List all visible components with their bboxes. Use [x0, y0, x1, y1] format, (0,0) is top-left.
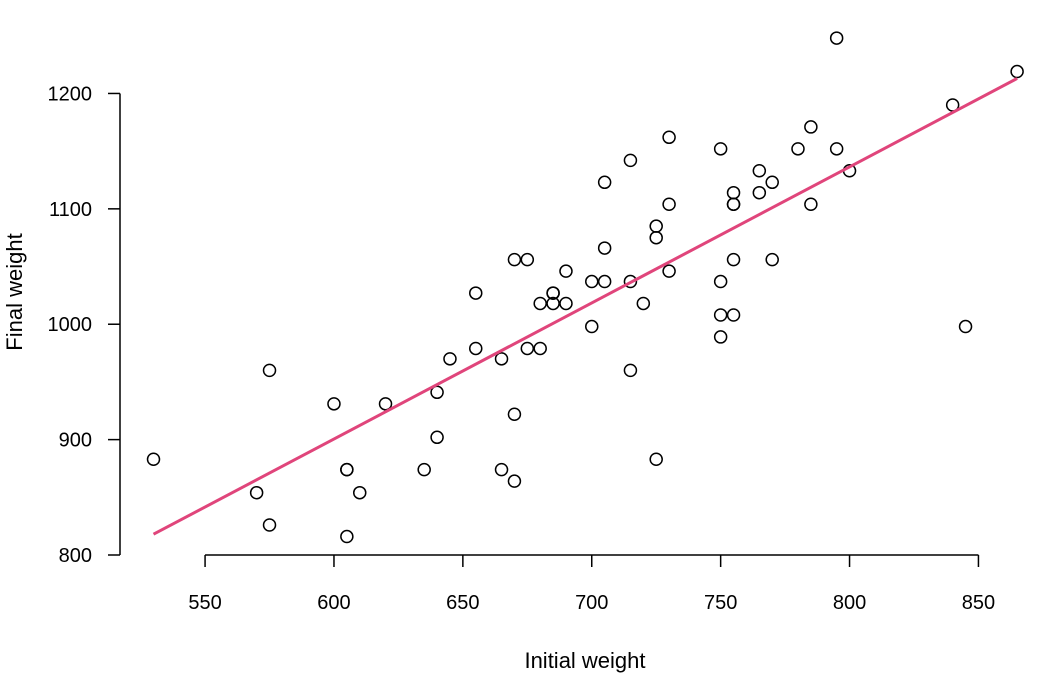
data-point: [623, 363, 638, 378]
fit-line-layer: [152, 77, 1018, 536]
data-point: [559, 264, 573, 278]
x-tick-label: 600: [317, 592, 350, 614]
data-point: [623, 274, 638, 289]
data-point: [585, 319, 599, 334]
regression-line: [152, 77, 1018, 536]
data-point: [585, 274, 599, 289]
data-point: [494, 352, 509, 366]
data-point: [559, 296, 573, 311]
data-point: [340, 529, 354, 544]
data-point: [430, 385, 444, 400]
data-point: [494, 462, 509, 477]
data-point: [623, 153, 638, 168]
data-point: [752, 164, 767, 178]
data-point: [765, 175, 779, 190]
y-tick-label: 1100: [49, 199, 92, 221]
data-point: [636, 296, 651, 311]
data-point: [417, 462, 431, 477]
data-point: [340, 462, 354, 477]
data-point: [262, 363, 277, 378]
data-point: [507, 474, 522, 488]
data-point: [662, 197, 676, 211]
data-point: [507, 252, 522, 267]
y-tick-label: 1000: [48, 314, 93, 336]
data-point: [662, 264, 676, 278]
data-point: [726, 252, 741, 267]
data-point: [146, 452, 161, 466]
data-point: [804, 120, 818, 134]
data-point: [713, 308, 728, 322]
x-tick-label: 800: [833, 592, 866, 614]
data-point: [533, 296, 547, 311]
y-tick-label: 900: [59, 430, 92, 452]
data-point: [662, 130, 676, 145]
data-point: [713, 330, 728, 344]
data-point: [249, 485, 264, 500]
y-axis-title: Final weight: [2, 233, 27, 350]
x-tick-label: 850: [962, 592, 995, 614]
x-tick-label: 550: [188, 592, 221, 614]
data-point: [520, 252, 535, 267]
data-point: [469, 341, 483, 356]
data-point: [533, 341, 547, 356]
x-axis-title: Initial weight: [524, 648, 645, 673]
data-points: [146, 31, 1024, 544]
data-point: [752, 185, 767, 200]
data-point: [597, 175, 612, 190]
data-point: [597, 274, 612, 289]
data-point: [430, 430, 444, 445]
data-point: [713, 274, 728, 289]
data-point: [443, 352, 457, 366]
y-tick-label: 800: [59, 545, 92, 567]
y-axis: 800 900 1000 1100 1200: [48, 83, 121, 567]
data-point: [378, 397, 393, 411]
x-axis: 550 600 650 700 750 800 850: [188, 554, 995, 614]
data-point: [829, 31, 844, 45]
x-tick-label: 750: [704, 592, 737, 614]
data-point: [327, 397, 341, 411]
data-point: [597, 241, 612, 255]
y-tick-label: 1200: [48, 83, 93, 105]
data-point: [520, 341, 535, 356]
data-point: [726, 308, 741, 322]
data-point: [791, 142, 805, 156]
data-point: [262, 518, 277, 532]
data-point: [546, 286, 560, 300]
data-point: [352, 485, 367, 500]
data-point: [1010, 64, 1024, 79]
data-point: [469, 286, 483, 300]
data-point: [829, 142, 844, 156]
data-point: [765, 252, 779, 267]
data-point: [958, 319, 973, 334]
data-point: [804, 197, 818, 211]
data-point: [726, 197, 741, 211]
data-point: [649, 452, 663, 466]
x-tick-label: 650: [446, 592, 479, 614]
data-point: [546, 296, 560, 311]
data-point: [507, 407, 522, 421]
data-point: [649, 230, 663, 245]
x-tick-label: 700: [575, 592, 608, 614]
data-point: [713, 142, 728, 156]
